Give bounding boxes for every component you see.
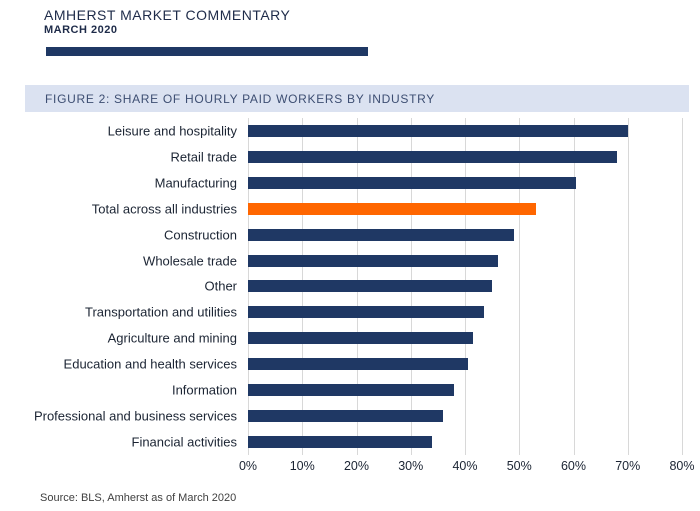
category-label: Construction bbox=[164, 227, 237, 243]
chart-row: Education and health services bbox=[0, 351, 700, 377]
chart-row: Professional and business services bbox=[0, 403, 700, 429]
bar bbox=[248, 280, 493, 293]
x-axis-tick-label: 80% bbox=[669, 459, 695, 473]
chart-row: Construction bbox=[0, 222, 700, 248]
gridline bbox=[519, 118, 521, 455]
category-label: Wholesale trade bbox=[143, 253, 237, 269]
bar bbox=[248, 410, 444, 423]
bar bbox=[248, 254, 498, 267]
bar bbox=[248, 384, 455, 397]
category-label: Other bbox=[204, 278, 237, 294]
chart-row: Information bbox=[0, 377, 700, 403]
category-label: Agriculture and mining bbox=[107, 330, 237, 346]
x-axis-tick-label: 60% bbox=[560, 459, 587, 473]
bar bbox=[248, 436, 433, 449]
gridline bbox=[573, 118, 575, 455]
category-label: Financial activities bbox=[131, 434, 238, 450]
x-axis-tick-label: 50% bbox=[506, 459, 532, 473]
figure-title-bar: FIGURE 2: SHARE OF HOURLY PAID WORKERS B… bbox=[25, 85, 689, 112]
bar bbox=[248, 228, 514, 241]
category-label: Education and health services bbox=[63, 356, 237, 372]
bar bbox=[248, 176, 577, 189]
bar bbox=[248, 358, 468, 371]
bar bbox=[248, 306, 484, 319]
category-label: Manufacturing bbox=[154, 175, 237, 191]
category-label: Transportation and utilities bbox=[85, 304, 237, 320]
chart-row: Leisure and hospitality bbox=[0, 118, 700, 144]
x-axis-tick-label: 40% bbox=[452, 459, 478, 473]
bar bbox=[248, 124, 628, 137]
bar bbox=[248, 332, 474, 345]
x-axis-tick-label: 30% bbox=[398, 459, 424, 473]
report-date: MARCH 2020 bbox=[44, 24, 118, 36]
chart-row: Manufacturing bbox=[0, 170, 700, 196]
gridline bbox=[627, 118, 629, 455]
chart-row: Financial activities bbox=[0, 429, 700, 455]
x-axis-tick-label: 0% bbox=[238, 459, 258, 473]
source-note: Source: BLS, Amherst as of March 2020 bbox=[40, 492, 237, 504]
category-label: Professional and business services bbox=[33, 408, 237, 424]
category-label: Total across all industries bbox=[91, 201, 237, 217]
category-label: Information bbox=[171, 382, 237, 398]
figure-title: FIGURE 2: SHARE OF HOURLY PAID WORKERS B… bbox=[45, 91, 435, 106]
x-axis-tick-label: 10% bbox=[289, 459, 315, 473]
bar bbox=[248, 150, 617, 163]
chart-row: Other bbox=[0, 274, 700, 300]
gridline bbox=[682, 118, 683, 455]
category-label: Leisure and hospitality bbox=[107, 123, 237, 139]
x-axis-tick-label: 20% bbox=[343, 459, 370, 473]
report-title: AMHERST MARKET COMMENTARY bbox=[44, 7, 291, 23]
chart-row: Wholesale trade bbox=[0, 248, 700, 274]
category-label: Retail trade bbox=[170, 149, 237, 165]
header-rule bbox=[46, 47, 368, 56]
chart-row: Agriculture and mining bbox=[0, 325, 700, 351]
chart-row: Retail trade bbox=[0, 144, 700, 170]
x-axis-tick-label: 70% bbox=[615, 459, 641, 473]
chart-row: Total across all industries bbox=[0, 196, 700, 222]
bar bbox=[248, 202, 536, 215]
chart-row: Transportation and utilities bbox=[0, 299, 700, 325]
